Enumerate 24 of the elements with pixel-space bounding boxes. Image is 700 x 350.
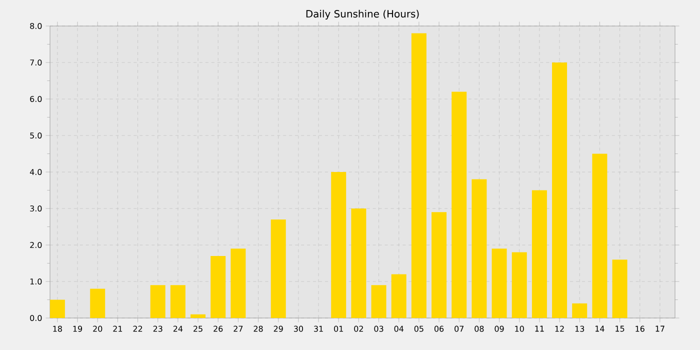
bar <box>351 208 366 318</box>
bar <box>190 314 206 318</box>
bar <box>552 62 568 318</box>
bar <box>50 300 65 318</box>
bar <box>452 92 467 318</box>
bar <box>572 303 588 318</box>
bar <box>270 219 286 318</box>
bar <box>371 285 386 318</box>
bar <box>411 33 426 318</box>
bar <box>170 285 186 318</box>
bar <box>432 212 447 318</box>
bar <box>532 190 547 318</box>
bar <box>612 260 628 318</box>
bar <box>512 252 527 318</box>
bar <box>331 172 346 318</box>
bar <box>391 274 406 318</box>
bar <box>90 288 106 318</box>
bar <box>150 285 166 318</box>
bar <box>472 179 487 318</box>
bar <box>492 248 507 318</box>
bar <box>230 248 246 318</box>
bar <box>592 154 608 318</box>
bar <box>210 256 226 318</box>
chart-title: Daily Sunshine (Hours) <box>306 10 419 20</box>
